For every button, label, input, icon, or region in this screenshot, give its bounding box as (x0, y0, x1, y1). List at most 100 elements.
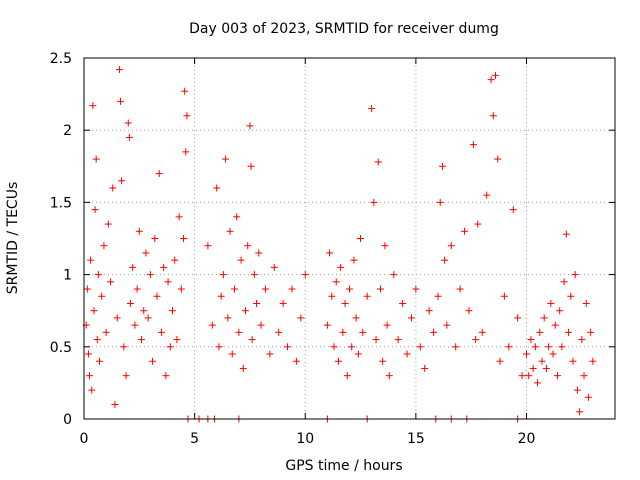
data-point (89, 102, 97, 110)
data-point (569, 357, 577, 365)
data-point (573, 386, 581, 394)
data-point (250, 271, 258, 279)
data-point (534, 379, 542, 387)
data-point (246, 122, 254, 130)
data-point (279, 299, 287, 307)
data-point (235, 328, 243, 336)
data-point (261, 285, 269, 293)
data-point (171, 256, 179, 264)
data-point (560, 278, 568, 286)
data-point (107, 278, 115, 286)
data-point (247, 162, 255, 170)
data-point (461, 227, 469, 235)
data-point (483, 191, 491, 199)
data-point (157, 328, 165, 336)
data-point (525, 372, 533, 380)
data-point (86, 372, 94, 380)
x-tick-label: 5 (190, 431, 199, 447)
data-point (166, 343, 174, 351)
data-point (224, 314, 232, 322)
data-point (88, 386, 96, 394)
data-point (370, 198, 378, 206)
data-point (536, 328, 544, 336)
data-point (215, 343, 223, 351)
x-axis-label: GPS time / hours (285, 458, 402, 474)
data-point (330, 343, 338, 351)
data-point (117, 97, 125, 105)
data-point (500, 292, 508, 300)
data-point (582, 299, 590, 307)
data-point (180, 235, 188, 242)
data-point (146, 271, 154, 279)
data-point (142, 249, 150, 257)
data-point (181, 87, 189, 95)
y-axis-label: SRMTID / TECUs (5, 182, 21, 295)
data-point (115, 66, 123, 74)
data-point (228, 350, 236, 358)
data-point (542, 364, 550, 372)
data-point (403, 350, 411, 358)
data-point (266, 350, 274, 358)
data-point (160, 263, 168, 271)
data-point (100, 242, 108, 250)
data-point (383, 321, 391, 329)
data-point (173, 336, 181, 344)
grid-layer (84, 58, 615, 419)
data-point (248, 336, 256, 344)
x-tick-label: 15 (407, 431, 425, 447)
data-point (337, 263, 345, 271)
data-point (558, 343, 566, 351)
data-point (144, 314, 152, 322)
data-point (376, 285, 384, 293)
data-point (122, 372, 130, 380)
data-point (169, 307, 176, 315)
data-point (84, 350, 92, 358)
data-point (102, 328, 110, 336)
data-point (93, 336, 101, 344)
data-point (529, 364, 537, 372)
data-point (257, 321, 265, 329)
data-point (124, 119, 132, 127)
data-point (538, 357, 546, 365)
data-point (149, 357, 157, 365)
plot-frame (83, 57, 616, 420)
data-point (436, 198, 444, 206)
data-point (416, 343, 424, 351)
data-point (284, 343, 292, 351)
data-point (162, 372, 170, 380)
axis-ticks (83, 57, 615, 420)
data-point (357, 235, 365, 242)
data-point (226, 227, 234, 235)
data-point (153, 292, 161, 300)
data-point (164, 278, 172, 286)
data-point (175, 213, 183, 221)
data-point (562, 230, 570, 238)
data-point (578, 336, 586, 344)
data-point (456, 285, 464, 293)
data-point (518, 372, 526, 380)
data-point (323, 321, 331, 329)
data-point (523, 350, 530, 358)
data-point (255, 249, 263, 257)
data-point (489, 112, 497, 120)
data-point (571, 271, 579, 279)
data-point (547, 299, 555, 307)
data-point (352, 314, 360, 322)
data-point (368, 105, 376, 113)
data-point (443, 321, 451, 329)
data-point (92, 155, 100, 163)
data-point (438, 162, 446, 170)
y-tick-label: 0 (63, 412, 72, 428)
data-point (109, 184, 117, 192)
x-tick-labels: 0 5 10 15 20 (80, 431, 536, 447)
data-point (125, 133, 133, 141)
data-point (434, 292, 442, 300)
data-point (394, 336, 402, 344)
chart-title: Day 003 of 2023, SRMTID for receiver dum… (189, 21, 499, 37)
data-point (494, 155, 502, 163)
data-point (472, 336, 480, 344)
data-point (120, 343, 128, 351)
data-point (565, 328, 573, 336)
y-tick-label: 2.5 (50, 51, 72, 67)
y-tick-label: 0.5 (50, 340, 72, 356)
